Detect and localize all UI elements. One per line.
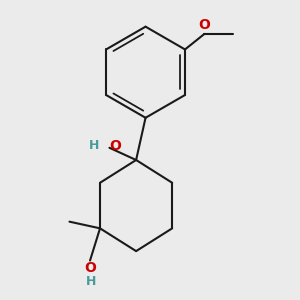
Text: H: H xyxy=(86,275,96,288)
Text: O: O xyxy=(110,139,121,153)
Text: H: H xyxy=(89,139,99,152)
Text: O: O xyxy=(199,18,210,32)
Text: O: O xyxy=(84,261,96,274)
